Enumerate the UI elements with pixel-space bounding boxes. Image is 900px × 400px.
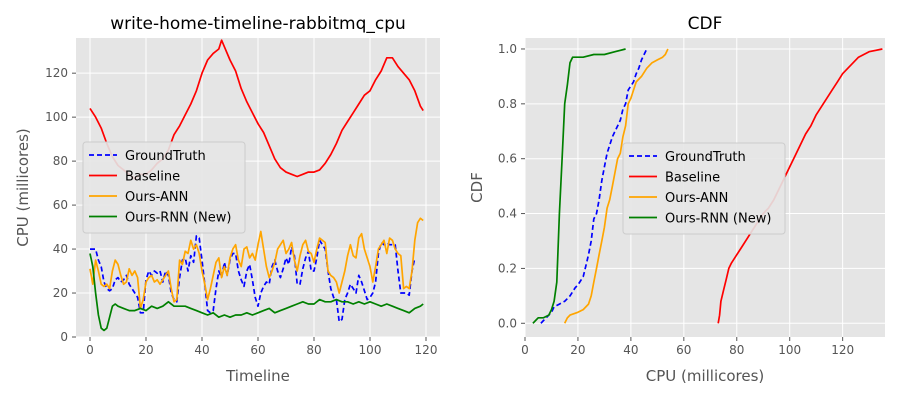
timeline-x-tick-label: 40	[194, 343, 209, 357]
cdf-x-tick-label: 120	[831, 343, 854, 357]
timeline-x-tick-label: 80	[306, 343, 321, 357]
cdf-legend-label: Ours-ANN	[665, 191, 728, 206]
timeline-series-ours-ann	[89, 217, 424, 310]
timeline-legend-label: GroundTruth	[125, 149, 206, 164]
cdf-x-tick-label: 20	[570, 343, 585, 357]
cdf-legend-box	[622, 142, 786, 235]
cdf-chart-title: CDF	[688, 14, 723, 34]
cdf-legend: GroundTruth Baseline Ours-ANN Ours-RNN (New…	[622, 142, 786, 235]
timeline-x-tick-label: 0	[86, 343, 94, 357]
timeline-legend-label: Ours-ANN	[125, 190, 188, 205]
timeline-legend: GroundTruth Baseline Ours-ANN Ours-RNN (New…	[82, 141, 246, 234]
cdf-legend-label: GroundTruth	[665, 150, 746, 165]
cdf-x-axis-label: CPU (millicores)	[646, 367, 765, 385]
timeline-y-tick-label: 20	[53, 286, 68, 300]
timeline-y-tick-label: 60	[53, 198, 68, 212]
timeline-ticks: 0 20 40 60 80 100 120 0 20 40 60 80 100 120	[45, 66, 437, 357]
timeline-y-tick-label: 80	[53, 154, 68, 168]
cdf-y-axis-label: CDF	[468, 172, 486, 203]
timeline-panel: 0 20 40 60 80 100 120 0 20 40 60 80 100 120 write-hom…	[14, 14, 440, 385]
cdf-y-tick-label: 0.4	[498, 207, 517, 221]
cdf-series-baseline	[717, 48, 883, 324]
timeline-x-tick-label: 100	[359, 343, 382, 357]
cdf-y-tick-label: 0.8	[498, 97, 517, 111]
cdf-ticks: 0 20 40 60 80 100 120 0.0 0.2 0.4 0.6 0.8 1.0	[498, 42, 854, 357]
timeline-x-tick-label: 60	[250, 343, 265, 357]
cdf-panel: 0 20 40 60 80 100 120 0.0 0.2 0.4 0.6 0.8 1.0 CDF CP…	[468, 14, 885, 385]
timeline-x-axis-label: Timeline	[225, 367, 290, 385]
cdf-series-groundtruth	[540, 48, 648, 324]
cdf-legend-label: Ours-RNN (New)	[665, 212, 771, 227]
cdf-series-group	[532, 48, 883, 324]
timeline-y-tick-label: 120	[45, 66, 68, 80]
timeline-chart-title: write-home-timeline-rabbitmq_cpu	[110, 14, 406, 34]
timeline-x-tick-label: 120	[415, 343, 438, 357]
cdf-y-tick-label: 0.0	[498, 316, 517, 330]
timeline-y-tick-label: 100	[45, 110, 68, 124]
cdf-y-tick-label: 0.6	[498, 152, 517, 166]
cdf-series-ours-rnn-new	[532, 48, 626, 324]
timeline-series-ours-rnn-new	[89, 253, 424, 332]
timeline-y-tick-label: 0	[60, 330, 68, 344]
cdf-x-tick-label: 100	[778, 343, 801, 357]
timeline-legend-label: Ours-RNN (New)	[125, 211, 231, 226]
cdf-x-tick-label: 80	[729, 343, 744, 357]
timeline-y-axis-label: CPU (millicores)	[14, 128, 32, 247]
timeline-y-tick-label: 40	[53, 242, 68, 256]
cdf-x-tick-label: 0	[521, 343, 529, 357]
cdf-x-tick-label: 40	[623, 343, 638, 357]
timeline-legend-box	[82, 141, 246, 234]
timeline-x-tick-label: 20	[138, 343, 153, 357]
cdf-series-ours-ann	[563, 48, 669, 324]
cdf-legend-label: Baseline	[665, 171, 720, 186]
cdf-y-tick-label: 0.2	[498, 261, 517, 275]
cdf-x-tick-label: 60	[676, 343, 691, 357]
timeline-legend-label: Baseline	[125, 170, 180, 185]
cdf-y-tick-label: 1.0	[498, 42, 517, 56]
